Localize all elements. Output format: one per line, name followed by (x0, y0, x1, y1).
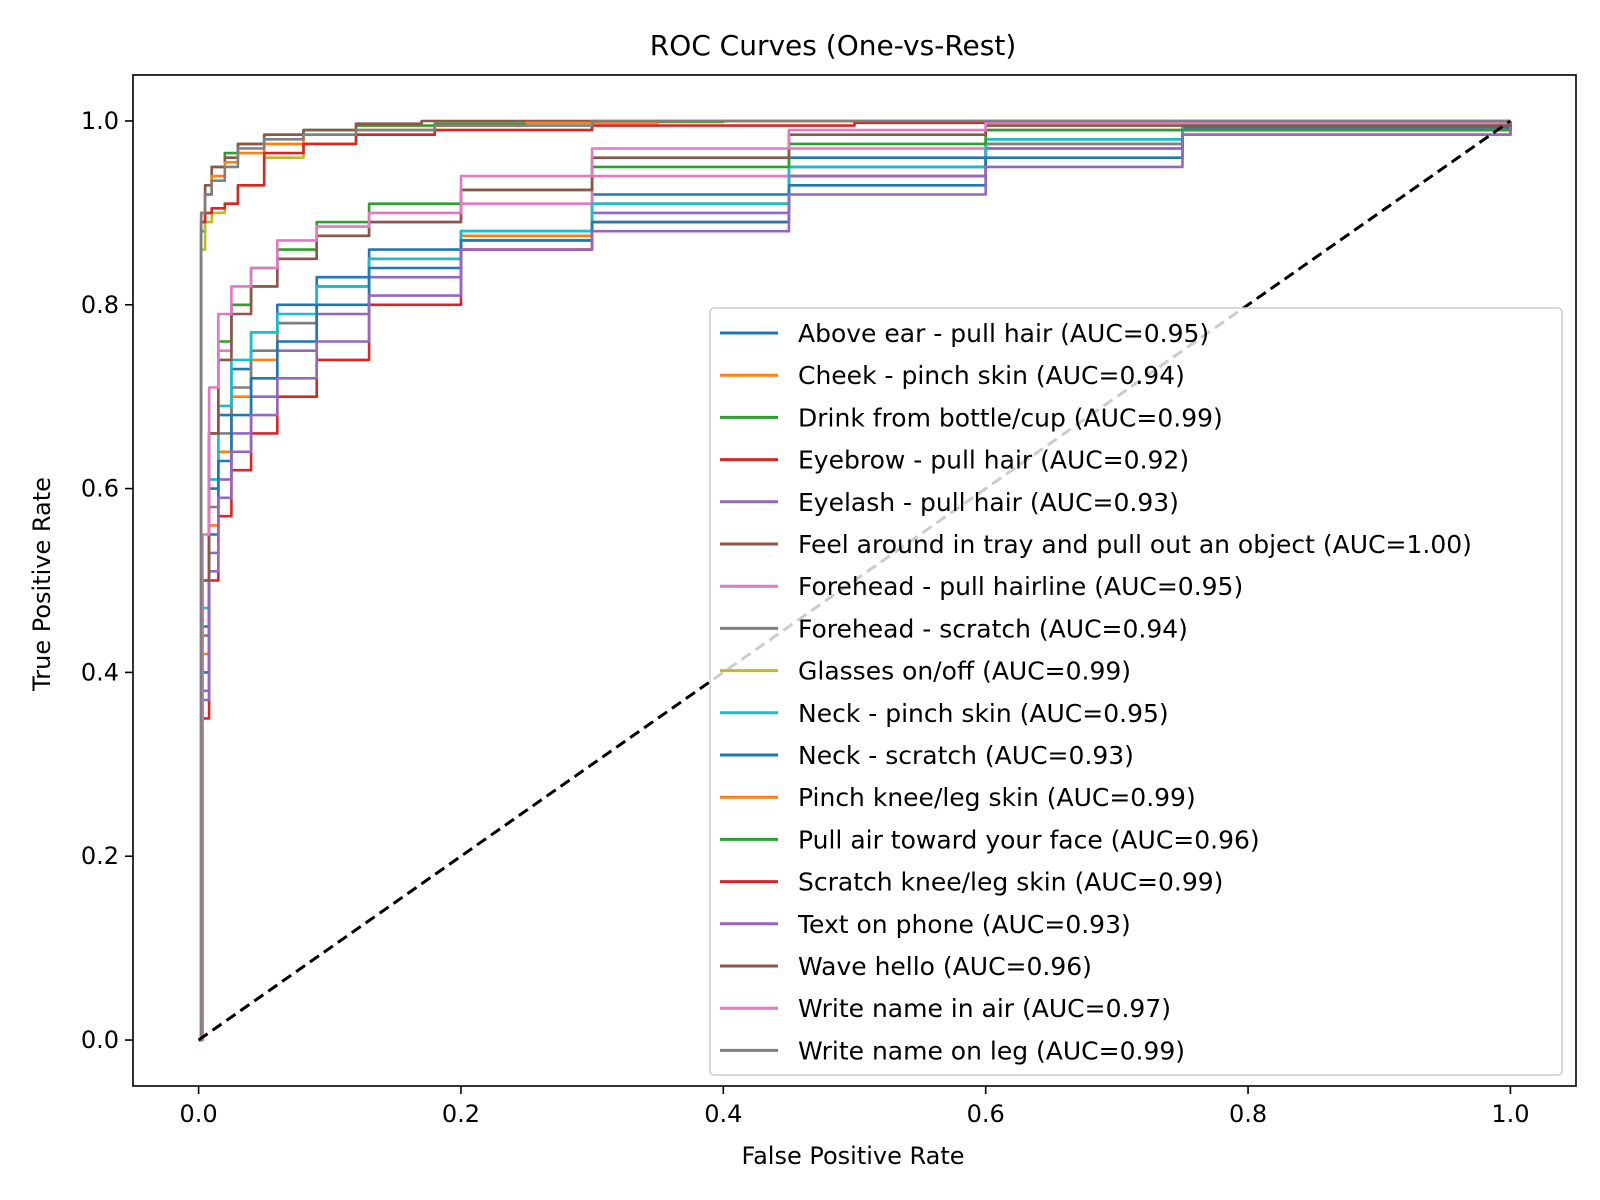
legend-label-8: Glasses on/off (AUC=0.99) (798, 657, 1131, 686)
x-tick-label: 1.0 (1491, 1100, 1529, 1128)
series-line-14 (198, 121, 1512, 1042)
y-tick-label: 0.0 (81, 1026, 119, 1054)
legend-label-13: Scratch knee/leg skin (AUC=0.99) (798, 868, 1223, 897)
x-tick-label: 0.2 (442, 1100, 480, 1128)
x-tick-label: 0.6 (967, 1100, 1005, 1128)
x-tick-label: 0.8 (1229, 1100, 1267, 1128)
x-tick-label: 0.0 (180, 1100, 218, 1128)
series-line-16 (198, 121, 1512, 1042)
legend-label-5: Feel around in tray and pull out an obje… (798, 530, 1472, 559)
legend: Above ear - pull hair (AUC=0.95) Cheek - … (709, 307, 1563, 1076)
series-line-17 (198, 119, 1511, 1042)
legend-label-7: Forehead - scratch (AUC=0.94) (798, 614, 1188, 643)
axes-frame (132, 74, 1577, 1087)
legend-label-11: Pinch knee/leg skin (AUC=0.99) (798, 783, 1196, 812)
y-axis-label: True Positive Rate (28, 477, 56, 692)
axis-ticks: 0.0 0.2 0.4 0.6 0.8 1.0 0.0 0.2 0.4 0.6 0.8 1.0 (81, 107, 1530, 1128)
y-tick-label: 0.4 (81, 658, 119, 686)
legend-label-4: Eyelash - pull hair (AUC=0.93) (798, 488, 1179, 517)
chart-title: ROC Curves (One-vs-Rest) (650, 29, 1017, 62)
legend-label-12: Pull air toward your face (AUC=0.96) (798, 825, 1260, 854)
legend-label-6: Forehead - pull hairline (AUC=0.95) (798, 572, 1243, 601)
legend-label-15: Wave hello (AUC=0.96) (798, 952, 1092, 981)
legend-label-17: Write name on leg (AUC=0.99) (798, 1036, 1185, 1065)
y-tick-label: 1.0 (81, 107, 119, 135)
legend-label-9: Neck - pinch skin (AUC=0.95) (798, 699, 1169, 728)
legend-label-16: Write name in air (AUC=0.97) (798, 994, 1171, 1023)
legend-box (709, 307, 1563, 1076)
legend-label-14: Text on phone (AUC=0.93) (797, 910, 1131, 939)
legend-label-3: Eyebrow - pull hair (AUC=0.92) (798, 446, 1189, 475)
y-tick-label: 0.8 (81, 291, 119, 319)
y-tick-label: 0.6 (81, 475, 119, 503)
y-tick-label: 0.2 (81, 842, 119, 870)
x-tick-label: 0.4 (704, 1100, 742, 1128)
legend-label-0: Above ear - pull hair (AUC=0.95) (798, 319, 1209, 348)
x-axis-label: False Positive Rate (741, 1142, 964, 1170)
legend-label-2: Drink from bottle/cup (AUC=0.99) (798, 403, 1223, 432)
legend-label-10: Neck - scratch (AUC=0.93) (798, 741, 1134, 770)
legend-label-1: Cheek - pinch skin (AUC=0.94) (798, 361, 1185, 390)
